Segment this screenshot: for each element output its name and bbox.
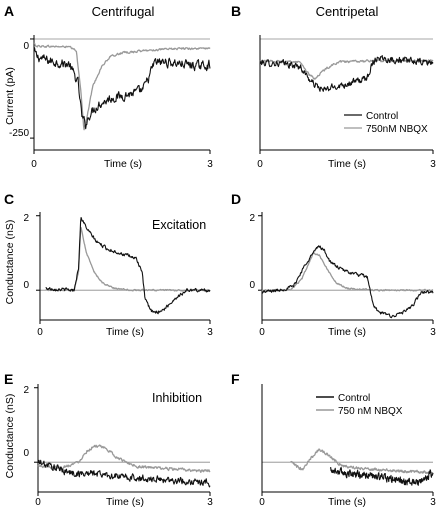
panel-c-xtick-1: 3	[207, 327, 213, 338]
panel-e-ytick-1: 0	[23, 448, 29, 459]
panel-c-ylabel: Conductance (nS)	[4, 220, 16, 305]
panel-b-title: Centripetal	[316, 4, 379, 19]
legend-f-label-control: Control	[338, 393, 370, 404]
panel-c-plot	[36, 212, 211, 324]
panel-c-series-nbqx	[45, 227, 211, 292]
panel-a-xtick-1: 3	[207, 159, 213, 170]
panel-e-letter: E	[4, 371, 13, 387]
legend-b-label-control: Control	[366, 111, 398, 122]
panel-a-xlabel: Time (s)	[104, 158, 142, 170]
panel-a-letter: A	[4, 3, 14, 19]
panel-a-ytick-1: -250	[9, 128, 29, 139]
legend-f-label-nbqx: 750 nM NBQX	[338, 406, 403, 417]
panel-e-series-control	[37, 459, 211, 488]
panel-a: A Centrifugal Current (pA) 0 -250 0 3 Ti…	[4, 3, 213, 170]
panel-c-series-control	[45, 217, 211, 315]
panel-f-plot	[261, 384, 434, 496]
panel-e-series-nbqx	[37, 444, 211, 473]
panel-e-xtick-0: 0	[35, 497, 41, 508]
panel-b-xtick-0: 0	[257, 159, 263, 170]
panel-a-series-nbqx	[33, 42, 211, 131]
panel-c-ytick-1: 0	[23, 280, 29, 291]
panel-a-ylabel: Current (pA)	[4, 67, 16, 125]
panel-f-legend: Control 750 nM NBQX	[316, 393, 403, 417]
panel-f-series-control	[329, 467, 434, 486]
panel-f-letter: F	[231, 371, 240, 387]
panel-b-plot	[259, 35, 434, 154]
panel-d-xtick-0: 0	[259, 327, 265, 338]
panel-d-xtick-1: 3	[430, 327, 436, 338]
panel-d-series-nbqx	[261, 252, 434, 292]
panel-e-ytick-0: 2	[23, 385, 29, 396]
panel-a-title: Centrifugal	[92, 4, 155, 19]
panel-a-ytick-0: 0	[23, 41, 29, 52]
panel-c-inset-label: Excitation	[152, 218, 206, 232]
panel-a-plot	[30, 35, 211, 154]
panel-e-plot	[34, 384, 211, 496]
panel-c-letter: C	[4, 191, 14, 207]
panel-a-series-control	[33, 47, 211, 130]
panel-b-xtick-1: 3	[430, 159, 436, 170]
panel-b-xlabel: Time (s)	[328, 158, 366, 170]
panel-b: B Centripetal 0 3 Time (s) Control 750nM…	[231, 3, 436, 170]
panel-e-xlabel: Time (s)	[106, 496, 144, 508]
panel-d: D 2 0 0 3 Time (s)	[231, 191, 436, 338]
panel-f-series-nbqx	[290, 448, 434, 475]
panel-d-series-control	[261, 245, 434, 319]
panel-e-ylabel: Conductance (nS)	[4, 394, 16, 479]
panel-b-legend: Control 750nM NBQX	[344, 111, 428, 135]
panel-e-inset-label: Inhibition	[152, 391, 202, 405]
panel-a-xtick-0: 0	[31, 159, 37, 170]
panel-b-letter: B	[231, 3, 241, 19]
panel-c-xlabel: Time (s)	[106, 326, 144, 338]
panel-b-series-control	[259, 55, 434, 92]
panel-d-plot	[258, 212, 434, 324]
panel-f-xtick-1: 3	[430, 497, 436, 508]
panel-c: C Excitation Conductance (nS) 2 0 0 3 Ti…	[4, 191, 213, 338]
panel-d-ytick-0: 2	[249, 213, 255, 224]
panel-d-xlabel: Time (s)	[328, 326, 366, 338]
panel-f-xlabel: Time (s)	[328, 496, 366, 508]
panel-e: E Inhibition Conductance (nS) 2 0 0 3 Ti…	[4, 371, 213, 508]
panel-c-ytick-0: 2	[23, 213, 29, 224]
panel-c-xtick-0: 0	[37, 327, 43, 338]
panel-d-ytick-1: 0	[249, 280, 255, 291]
panel-d-letter: D	[231, 191, 241, 207]
panel-f-xtick-0: 0	[259, 497, 265, 508]
panel-f: F 0 3 Time (s) Control 750 nM NBQX	[231, 371, 436, 508]
panel-e-xtick-1: 3	[207, 497, 213, 508]
legend-b-label-nbqx: 750nM NBQX	[366, 124, 428, 135]
